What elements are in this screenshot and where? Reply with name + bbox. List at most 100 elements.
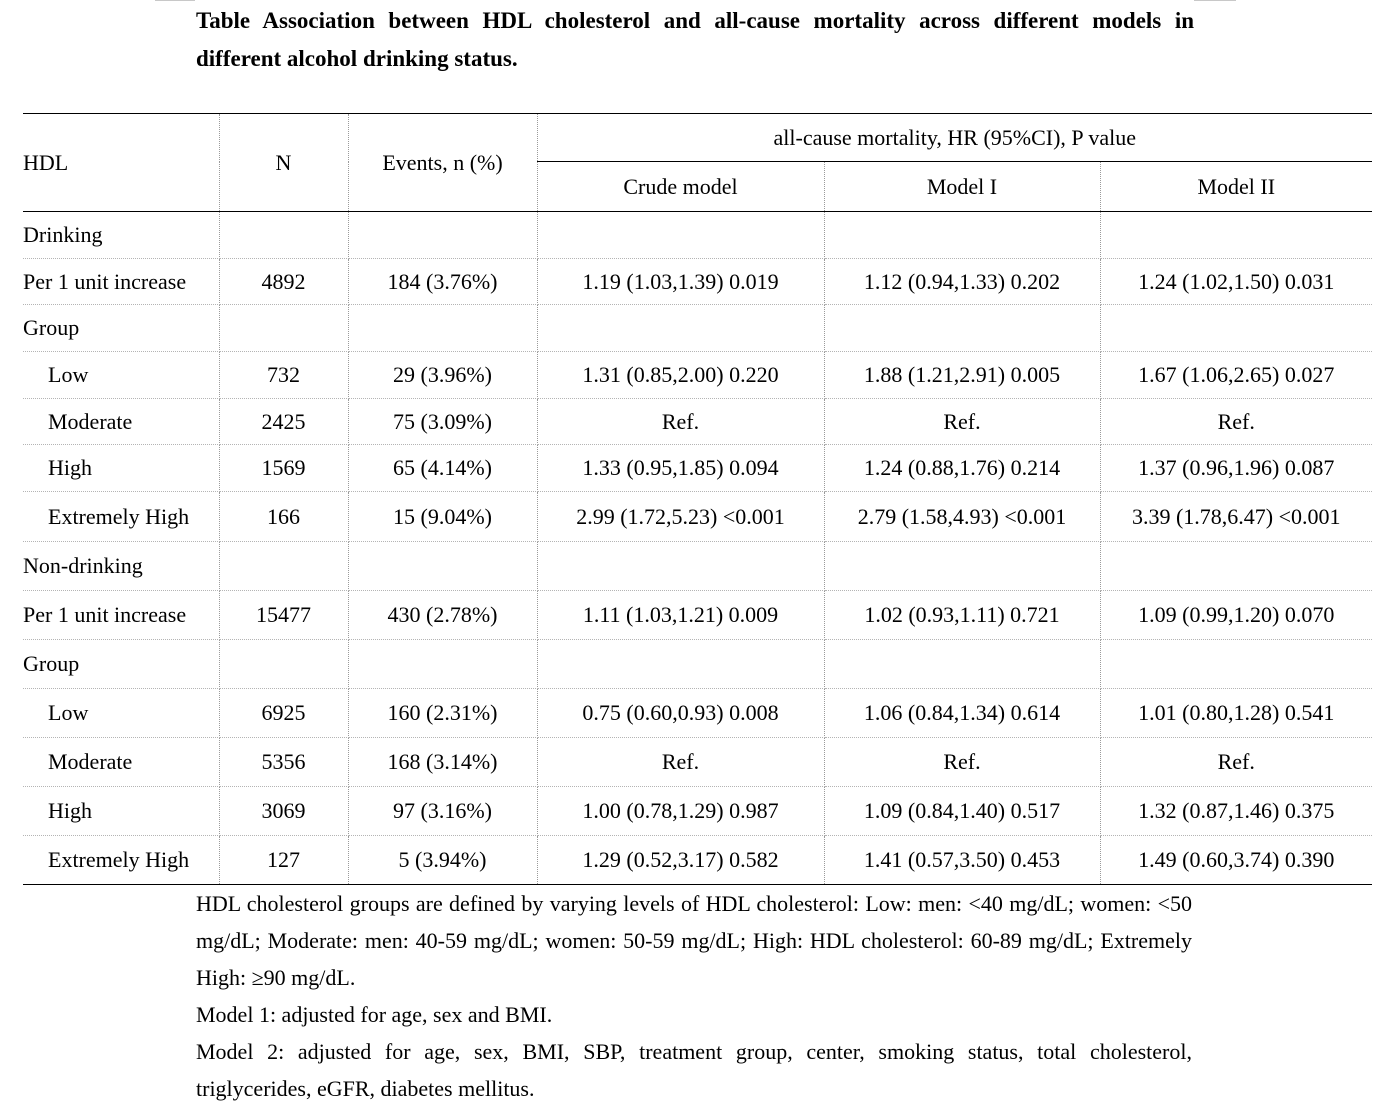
crude-model-cell: 1.19 (1.03,1.39) 0.019 [537,258,825,305]
row-label: High [23,444,220,492]
n-cell [219,211,349,259]
events-cell: 97 (3.16%) [348,786,538,836]
section-row: Group [23,639,1372,689]
model-1-cell: 1.88 (1.21,2.91) 0.005 [824,351,1101,399]
events-cell: 29 (3.96%) [348,351,538,399]
events-cell [348,304,538,352]
column-header-n: N [219,113,349,212]
crude-model-cell: 0.75 (0.60,0.93) 0.008 [537,688,825,738]
crude-model-cell: 1.29 (0.52,3.17) 0.582 [537,835,825,885]
crude-model-cell: 2.99 (1.72,5.23) <0.001 [537,491,825,542]
row-label: High [23,786,220,836]
n-cell [219,541,349,591]
events-cell: 160 (2.31%) [348,688,538,738]
results-table: HDL N Events, n (%) all-cause mortality,… [23,113,1372,885]
n-cell [219,639,349,689]
model-2-cell [1100,541,1372,591]
model-1-cell [824,639,1101,689]
n-cell: 3069 [219,786,349,836]
column-header-hdl: HDL [23,113,220,212]
model-1-cell: Ref. [824,737,1101,787]
events-cell: 168 (3.14%) [348,737,538,787]
events-cell [348,211,538,259]
events-cell: 430 (2.78%) [348,590,538,640]
row-label: Extremely High [23,835,220,885]
model-2-cell: 1.37 (0.96,1.96) 0.087 [1100,444,1372,492]
crude-model-cell: 1.11 (1.03,1.21) 0.009 [537,590,825,640]
footnote-model-1: Model 1: adjusted for age, sex and BMI. [196,1002,553,1027]
table-row: Per 1 unit increase 15477 430 (2.78%) 1.11 … [23,590,1372,640]
model-2-cell: 1.67 (1.06,2.65) 0.027 [1100,351,1372,399]
model-1-cell: Ref. [824,398,1101,445]
column-header-crude-model: Crude model [537,161,825,212]
model-1-cell: 1.09 (0.84,1.40) 0.517 [824,786,1101,836]
model-1-cell: 1.41 (0.57,3.50) 0.453 [824,835,1101,885]
n-cell: 5356 [219,737,349,787]
table-row: Extremely High 166 15 (9.04%) 2.99 (1.72,5.… [23,491,1372,542]
model-1-cell: 1.24 (0.88,1.76) 0.214 [824,444,1101,492]
model-1-cell: 1.12 (0.94,1.33) 0.202 [824,258,1101,305]
table-row: Moderate 5356 168 (3.14%) Ref. Ref. Ref. [23,737,1372,787]
footnote-hdl-groups: HDL cholesterol groups are defined by va… [196,891,1192,990]
row-label: Extremely High [23,491,220,542]
events-cell [348,541,538,591]
crude-model-cell [537,639,825,689]
row-label: Low [23,688,220,738]
events-cell: 75 (3.09%) [348,398,538,445]
section-row: Group [23,304,1372,352]
crude-model-cell [537,211,825,259]
n-cell: 6925 [219,688,349,738]
row-label: Per 1 unit increase [23,590,220,640]
model-1-cell: 1.06 (0.84,1.34) 0.614 [824,688,1101,738]
table-row: Extremely High 127 5 (3.94%) 1.29 (0.52,3.1… [23,835,1372,885]
crude-model-cell [537,304,825,352]
model-2-cell: 1.32 (0.87,1.46) 0.375 [1100,786,1372,836]
table-row: Low 6925 160 (2.31%) 0.75 (0.60,0.93) 0.008… [23,688,1372,738]
events-cell: 5 (3.94%) [348,835,538,885]
model-1-cell [824,304,1101,352]
model-2-cell: Ref. [1100,398,1372,445]
n-cell: 2425 [219,398,349,445]
model-2-cell [1100,639,1372,689]
model-2-cell: 1.01 (0.80,1.28) 0.541 [1100,688,1372,738]
n-cell [219,304,349,352]
model-2-cell: 1.49 (0.60,3.74) 0.390 [1138,847,1335,872]
model-1-cell: 1.02 (0.93,1.11) 0.721 [824,590,1101,640]
model-1-cell [824,541,1101,591]
table-title: Table Association between HDL cholestero… [196,8,1194,71]
table-row: High 3069 97 (3.16%) 1.00 (0.78,1.29) 0.987… [23,786,1372,836]
row-label: Per 1 unit increase [23,258,220,305]
table-row: High 1569 65 (4.14%) 1.33 (0.95,1.85) 0.094… [23,444,1372,492]
decorative-rule-left [155,0,195,1]
n-cell: 1569 [219,444,349,492]
events-cell [348,639,538,689]
model-2-cell [1100,211,1372,259]
row-label: Moderate [23,398,220,445]
events-cell: 65 (4.14%) [348,444,538,492]
table-row: Low 732 29 (3.96%) 1.31 (0.85,2.00) 0.220 1.… [23,351,1372,399]
row-label: Moderate [23,737,220,787]
n-cell: 127 [219,835,349,885]
decorative-rule-right [1194,0,1236,1]
row-label: Low [23,351,220,399]
crude-model-cell: 1.00 (0.78,1.29) 0.987 [537,786,825,836]
section-row: Non-drinking [23,541,1372,591]
column-header-model-2: Model II [1100,161,1372,212]
model-2-cell [1100,304,1372,352]
n-cell: 15477 [219,590,349,640]
table-body: Drinking Per 1 unit increase 4892 184 (3.76… [23,211,1372,885]
n-cell: 4892 [219,258,349,305]
n-cell: 732 [219,351,349,399]
table-footnotes: HDL cholesterol groups are defined by va… [196,885,1192,1107]
table-row: Per 1 unit increase 4892 184 (3.76%) 1.19 (… [23,258,1372,305]
model-2-cell: 1.09 (0.99,1.20) 0.070 [1100,590,1372,640]
table-row: Moderate 2425 75 (3.09%) Ref. Ref. Ref. [23,398,1372,445]
column-header-events: Events, n (%) [348,113,538,212]
model-2-cell: 3.39 (1.78,6.47) <0.001 [1100,491,1372,542]
row-label: Non-drinking [23,541,220,591]
crude-model-cell: 1.31 (0.85,2.00) 0.220 [537,351,825,399]
events-cell: 184 (3.76%) [348,258,538,305]
row-label: Drinking [23,211,220,259]
section-row: Drinking [23,211,1372,259]
model-2-cell: Ref. [1100,737,1372,787]
